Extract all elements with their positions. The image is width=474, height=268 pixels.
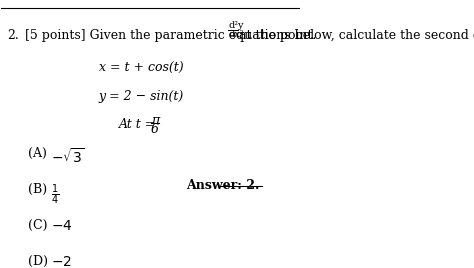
Text: (C): (C) — [28, 219, 48, 232]
Text: $-\sqrt{3}$: $-\sqrt{3}$ — [51, 147, 84, 166]
Text: At t =: At t = — [119, 118, 156, 131]
Text: (D): (D) — [28, 255, 48, 268]
Text: $-4$: $-4$ — [51, 219, 72, 233]
Text: y = 2 − sin(t): y = 2 − sin(t) — [99, 90, 184, 103]
Text: (A): (A) — [28, 147, 47, 160]
Text: $-2$: $-2$ — [51, 255, 72, 268]
Text: 6: 6 — [151, 123, 159, 136]
Text: Answer: 2.: Answer: 2. — [186, 179, 259, 192]
Text: d²y: d²y — [229, 21, 244, 30]
Text: (B): (B) — [28, 183, 47, 196]
Text: at the point.: at the point. — [239, 29, 316, 42]
Text: dx²: dx² — [229, 30, 244, 39]
Text: π: π — [151, 114, 159, 127]
Text: x = t + cos(t): x = t + cos(t) — [99, 62, 183, 75]
Text: [5 points] Given the parametric equations below, calculate the second derivative: [5 points] Given the parametric equation… — [25, 29, 474, 42]
Text: 2.: 2. — [7, 29, 19, 42]
Text: $\frac{1}{4}$: $\frac{1}{4}$ — [51, 183, 59, 207]
